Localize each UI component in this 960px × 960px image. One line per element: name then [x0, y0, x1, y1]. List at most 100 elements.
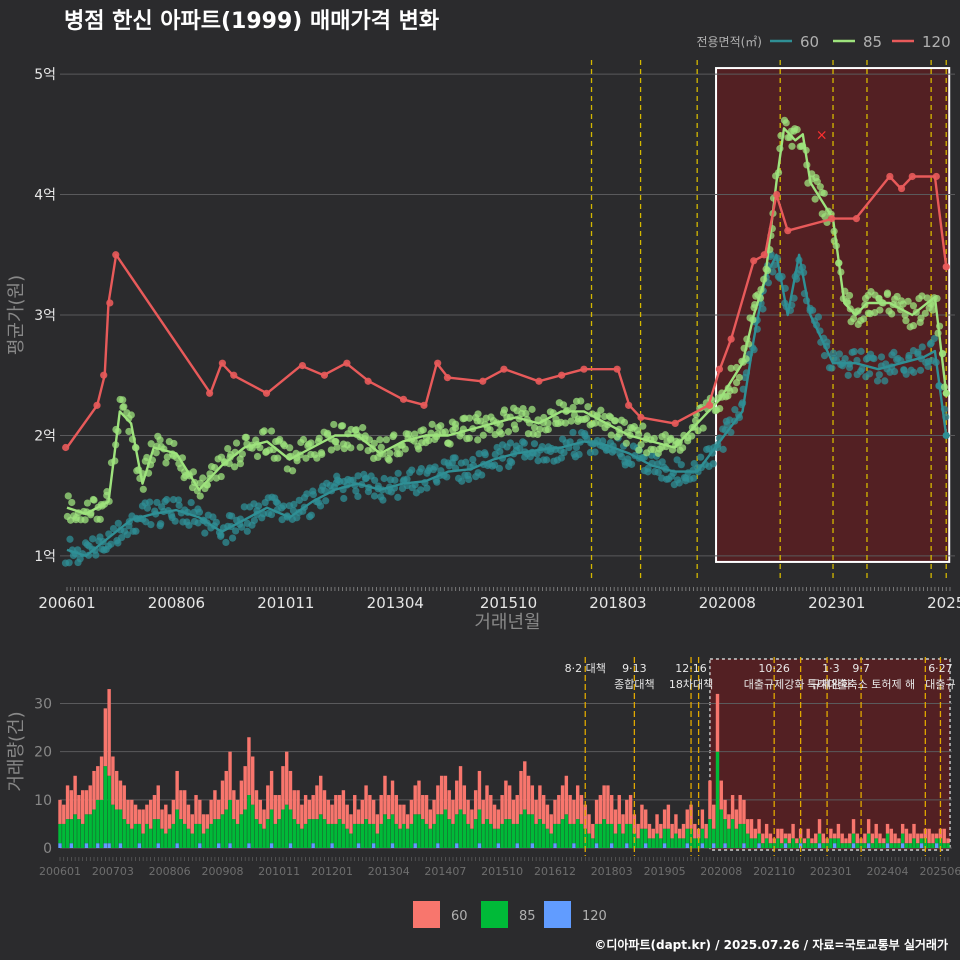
volume-legend-swatch-120 [544, 901, 571, 928]
volume-bar [730, 795, 735, 820]
data-point [107, 540, 115, 548]
data-point [119, 396, 127, 404]
data-point [667, 434, 675, 442]
data-point [697, 453, 705, 461]
data-point [238, 450, 247, 458]
volume-bar [232, 790, 236, 820]
y-axis-title: 평균가(원) [6, 275, 27, 355]
volume-bar [137, 823, 142, 844]
data-point [929, 306, 937, 314]
volume-x-tick-label: 201407 [424, 865, 466, 878]
outlier-marker: × [816, 127, 828, 143]
volume-bar [371, 823, 376, 844]
volume-bar [644, 809, 648, 829]
volume-bar [783, 838, 788, 844]
volume-bar [557, 795, 561, 824]
volume-bar [292, 790, 296, 820]
volume-bar [405, 814, 410, 829]
volume-bar [164, 804, 168, 834]
volume-bar [609, 823, 614, 844]
data-point [506, 439, 514, 447]
volume-bar [934, 838, 939, 844]
volume-bar [383, 814, 387, 848]
volume-bar [156, 785, 160, 820]
volume-bar [182, 823, 187, 848]
volume-bar [900, 833, 905, 844]
data-point [829, 349, 837, 357]
volume-bar [375, 833, 380, 848]
volume-bar [360, 823, 364, 848]
data-point [788, 142, 796, 150]
volume-bar [776, 838, 780, 848]
volume-bar [213, 819, 217, 848]
volume-bar [670, 838, 674, 848]
volume-bar [296, 790, 300, 824]
volume-bar [455, 814, 459, 844]
volume-bar [780, 828, 784, 844]
volume-bar [379, 823, 383, 848]
volume-bar [791, 823, 795, 839]
data-point [544, 425, 552, 434]
volume-bar [405, 828, 410, 848]
volume-bar [235, 799, 240, 824]
policy-annotation: 9·13 [622, 662, 647, 675]
data-point [333, 443, 341, 451]
volume-bar [133, 823, 138, 848]
volume-legend: 60 85 120 [413, 901, 607, 928]
volume-bar [228, 843, 232, 848]
data-point [504, 428, 513, 436]
volume-bar [685, 809, 689, 829]
data-point [274, 454, 282, 462]
data-point [821, 213, 829, 221]
volume-x-tick-label: 200806 [149, 865, 191, 878]
data-point [575, 450, 583, 458]
volume-bar [587, 833, 591, 848]
data-point [597, 406, 605, 414]
x-tick-label: 201803 [589, 594, 646, 612]
volume-bar [179, 790, 183, 820]
y-tick-label: 3억 [34, 308, 56, 324]
data-point [255, 502, 263, 510]
volume-bar [806, 838, 810, 848]
volume-y-axis-title: 거래량(건) [6, 711, 27, 791]
data-point [769, 268, 777, 276]
volume-bar [126, 799, 130, 824]
volume-bar [251, 756, 255, 805]
volume-bar [712, 804, 716, 829]
volume-bar [851, 833, 856, 844]
volume-bar [198, 799, 202, 824]
volume-bar [111, 804, 115, 848]
volume-bar [723, 843, 727, 848]
volume-bar [598, 823, 603, 848]
volume-bar [764, 823, 769, 839]
volume-bar [557, 823, 561, 848]
data-point [557, 454, 566, 462]
volume-bar [232, 819, 236, 848]
data-point [380, 474, 388, 483]
data-point [820, 352, 829, 360]
volume-bar [753, 828, 757, 839]
data-point [850, 348, 858, 356]
volume-bar [553, 843, 557, 848]
volume-bar [938, 838, 943, 848]
volume-bar [466, 799, 470, 824]
volume-bar [311, 843, 315, 848]
data-point [267, 427, 276, 435]
volume-bar [889, 843, 894, 848]
volume-panel: 0 10 20 30 거래량(건) 8·2 대책 9·13 종합대책 12·16 18차대책 10·… [6, 657, 960, 878]
data-point [500, 406, 509, 414]
volume-bar [889, 828, 894, 844]
volume-bar [92, 770, 96, 810]
data-point [622, 439, 630, 447]
data-point [865, 370, 874, 378]
volume-bar [262, 809, 266, 829]
volume-bar [662, 809, 667, 829]
volume-bar [749, 819, 754, 839]
volume-bar [674, 814, 678, 834]
volume-bar [904, 843, 909, 848]
data-point [370, 439, 378, 447]
volume-bar [515, 795, 519, 824]
volume-bar [277, 819, 281, 848]
data-point [338, 422, 347, 430]
legend-label-120: 120 [922, 33, 951, 51]
